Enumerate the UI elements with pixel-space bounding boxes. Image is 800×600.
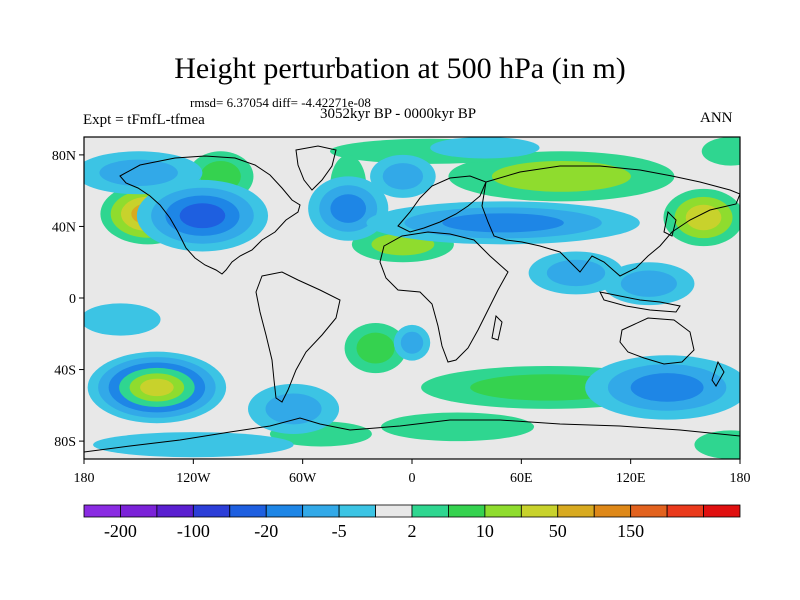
lat-tick-label: 80S — [54, 435, 76, 450]
anomaly-level — [330, 194, 367, 223]
anomaly-level — [84, 303, 161, 336]
colorbar-swatch — [448, 504, 486, 518]
colorbar: -200 -100 -20 -5 2 10 50 150 — [83, 504, 741, 541]
anomaly-level — [382, 163, 424, 190]
experiment-label: Expt = tFmfL-tfmea — [83, 112, 205, 128]
lon-tick-label: 120E — [616, 471, 646, 486]
lat-tick-label: 40N — [52, 220, 76, 235]
coastline-madagascar — [491, 314, 503, 341]
anomaly-region — [84, 303, 161, 336]
coastline-asia — [481, 165, 740, 277]
anomaly-region — [585, 355, 740, 420]
lon-tick-label: 180 — [74, 471, 95, 486]
colorbar-swatch — [229, 504, 267, 518]
anomaly-region — [694, 430, 740, 459]
anomaly-level — [381, 412, 535, 442]
colorbar-label: 2 — [408, 521, 417, 541]
colorbar-swatch — [265, 504, 304, 518]
lat-tick-label: 80N — [52, 149, 76, 164]
anomaly-level — [620, 270, 677, 297]
rmsd-stats-label: rmsd= 6.37054 diff= -4.42271e-08 — [190, 95, 371, 110]
coastline-africa — [379, 231, 509, 363]
coastlines — [84, 145, 740, 453]
anomaly-level — [140, 378, 174, 397]
anomaly-region — [366, 201, 640, 245]
coastline-south-america — [255, 271, 341, 403]
anomaly-level — [265, 393, 322, 425]
coastline-europe — [397, 175, 487, 233]
anomaly-level — [546, 259, 606, 287]
anomaly-region — [344, 323, 407, 374]
colorbar-swatch — [83, 504, 121, 518]
anomaly-level — [430, 137, 540, 159]
colorbar-swatch — [411, 504, 449, 518]
anomaly-region — [528, 251, 624, 295]
lon-tick-label: 0 — [409, 471, 416, 486]
anomaly-region — [448, 151, 675, 202]
period-label: 3052kyr BP - 0000kyr BP — [320, 106, 477, 122]
colorbar-label: -20 — [254, 521, 278, 541]
anomaly-level — [685, 204, 722, 231]
colorbar-swatch — [302, 504, 340, 518]
colorbar-swatch — [156, 504, 194, 518]
anomaly-region — [247, 383, 340, 434]
axis-ticks: 80N 40N 0 40S 80S 180 120W 60W 0 60E 120E 180 — [52, 149, 751, 486]
colorbar-swatch — [120, 504, 158, 518]
colorbar-swatch — [375, 504, 413, 518]
lat-tick-label: 0 — [69, 292, 76, 307]
anomaly-level — [491, 160, 631, 192]
coastline-new-zealand — [711, 360, 725, 387]
anomaly-level — [179, 203, 226, 229]
colorbar-label: -100 — [177, 521, 210, 541]
map-title: Height perturbation at 500 hPa (in m) — [174, 52, 626, 85]
anomaly-level — [356, 332, 395, 364]
colorbar-label: -200 — [104, 521, 137, 541]
coastline-australia — [619, 317, 695, 365]
anomaly-region — [663, 188, 740, 247]
anomaly-region — [381, 412, 535, 442]
colorbar-swatch — [666, 504, 704, 518]
anomaly-level — [93, 432, 294, 458]
coastline-indonesia — [599, 291, 681, 313]
colorbar-label: -5 — [332, 521, 347, 541]
anomaly-level — [630, 373, 704, 402]
anomaly-region — [84, 151, 203, 195]
lon-tick-label: 60E — [510, 471, 533, 486]
anomaly-region — [87, 351, 227, 424]
colorbar-swatch — [593, 504, 632, 518]
anomaly-region — [370, 154, 436, 198]
anomaly-region — [93, 432, 294, 458]
contour-field — [84, 137, 740, 459]
lon-tick-label: 120W — [176, 471, 211, 486]
anomaly-level — [99, 159, 178, 186]
colorbar-swatch — [630, 504, 668, 518]
lon-tick-label: 60W — [289, 471, 317, 486]
colorbar-swatch — [557, 504, 595, 518]
anomaly-level — [701, 137, 740, 166]
coastline-north-america — [119, 155, 301, 275]
colorbar-swatch — [338, 504, 376, 518]
anomaly-level — [400, 331, 424, 354]
anomaly-region — [393, 324, 431, 361]
colorbar-label: 50 — [549, 521, 567, 541]
coastline-greenland — [295, 145, 337, 191]
colorbar-swatch — [520, 504, 559, 518]
colorbar-swatch — [484, 504, 522, 518]
anomaly-region — [430, 137, 540, 159]
colorbar-swatch — [192, 504, 231, 518]
season-label: ANN — [700, 110, 733, 126]
lat-tick-label: 40S — [54, 364, 76, 379]
coastline-antarctica — [84, 417, 740, 453]
coastline-japan — [663, 210, 677, 237]
anomaly-region — [701, 137, 740, 166]
colorbar-swatch — [703, 504, 741, 518]
anomaly-level — [694, 430, 740, 459]
colorbar-label: 150 — [617, 521, 644, 541]
lon-tick-label: 180 — [730, 471, 751, 486]
anomaly-level — [442, 213, 564, 233]
anomaly-region — [603, 262, 695, 306]
colorbar-label: 10 — [476, 521, 494, 541]
